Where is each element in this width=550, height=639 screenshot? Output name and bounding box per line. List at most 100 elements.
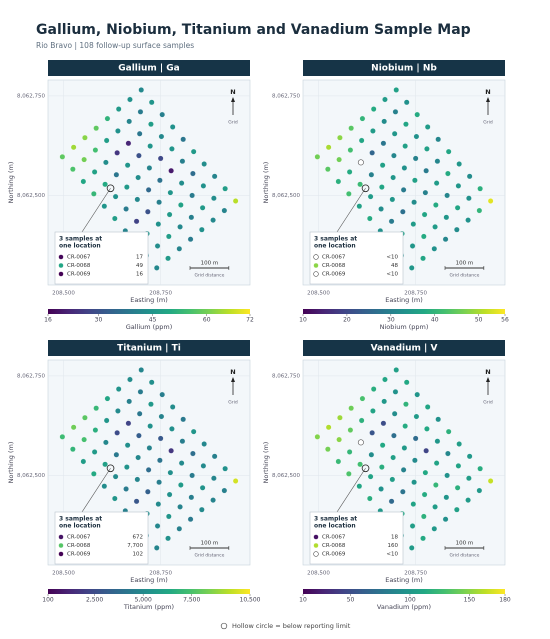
sample-point — [400, 186, 407, 193]
north-sub: Grid — [483, 400, 493, 406]
sample-point — [392, 388, 399, 395]
callout-sample-id: CR-0068 — [67, 263, 91, 269]
sample-point — [411, 479, 417, 486]
sample-point — [347, 147, 354, 153]
callout-leader — [336, 468, 366, 513]
sample-point — [444, 192, 450, 199]
callout-title: 3 samples at — [314, 516, 357, 523]
callout-location — [361, 184, 370, 193]
callout-sample-id: CR-0067 — [322, 535, 346, 541]
sample-point — [90, 470, 97, 477]
sample-point — [103, 137, 110, 144]
x-axis-label: Easting (m) — [385, 296, 423, 304]
sample-point — [148, 121, 154, 128]
sample-point — [179, 438, 186, 445]
sample-point — [391, 432, 397, 439]
north-sub: Grid — [483, 120, 493, 126]
callout-sample-id: CR-0067 — [67, 255, 91, 261]
sample-point — [466, 453, 473, 460]
sample-point — [165, 255, 171, 262]
x-tick-label: 208,750 — [149, 291, 172, 297]
sample-point — [188, 214, 195, 221]
sample-point — [80, 458, 87, 465]
sample-point — [148, 401, 154, 408]
sample-point — [401, 165, 408, 171]
sample-point — [403, 99, 410, 106]
sample-point — [168, 167, 175, 174]
sample-point — [112, 473, 119, 480]
sample-point — [434, 158, 441, 165]
y-tick-label: 8,062,500 — [17, 193, 45, 199]
sample-point — [346, 169, 353, 175]
sample-point — [103, 159, 109, 166]
sample-point — [127, 96, 133, 103]
sample-point — [102, 461, 108, 468]
sample-point — [148, 379, 155, 386]
panel-header — [48, 60, 250, 76]
y-axis-label: Northing (m) — [262, 162, 270, 204]
sample-point — [412, 435, 419, 442]
y-tick-label: 8,062,750 — [17, 373, 45, 379]
colorbar-label: Titanium (ppm) — [123, 603, 174, 611]
callout-title: one location — [59, 523, 101, 530]
sample-point — [82, 414, 88, 421]
sample-point — [411, 199, 417, 206]
sample-point — [123, 486, 129, 492]
sample-point — [115, 408, 121, 414]
sample-point — [476, 207, 483, 214]
sample-point — [82, 134, 88, 141]
sample-point — [101, 203, 108, 210]
north-label: N — [230, 368, 235, 376]
x-tick-label: 208,750 — [404, 571, 427, 577]
sample-point — [442, 236, 449, 243]
sample-point — [445, 450, 451, 457]
sample-point — [487, 198, 494, 204]
sample-point — [178, 180, 185, 186]
sample-point — [169, 145, 175, 152]
sample-point — [176, 525, 183, 532]
sample-point — [136, 432, 142, 439]
sample-point — [101, 483, 108, 490]
sample-point — [421, 211, 428, 218]
sample-point — [189, 192, 195, 199]
sample-point — [357, 461, 363, 468]
colorbar-tick-label: 30 — [387, 317, 395, 324]
sample-point — [420, 233, 427, 240]
sample-point — [403, 379, 410, 386]
sample-point — [390, 174, 396, 181]
sample-point — [414, 111, 421, 118]
sample-point — [114, 149, 121, 156]
sample-point — [431, 245, 438, 252]
sample-point — [389, 476, 396, 483]
sample-point — [379, 442, 386, 449]
sample-point — [158, 413, 165, 420]
sample-point — [210, 475, 217, 482]
sample-point — [211, 173, 218, 180]
y-axis-label: Northing (m) — [7, 162, 15, 204]
sample-point — [103, 417, 110, 424]
sample-point — [388, 218, 395, 225]
x-tick-label: 208,500 — [52, 571, 75, 577]
sample-point — [92, 427, 99, 433]
sample-point — [410, 221, 417, 227]
sample-point — [93, 125, 100, 132]
sample-point — [134, 196, 141, 203]
callout-box — [309, 511, 404, 565]
sample-point — [59, 153, 66, 160]
colorbar-tick-label: 56 — [501, 317, 509, 324]
sample-point — [111, 215, 118, 222]
callout-value: <10 — [386, 272, 398, 278]
sample-point — [453, 226, 460, 233]
callout-leader — [336, 188, 366, 233]
sample-point — [356, 203, 363, 210]
sample-point — [70, 144, 77, 151]
sample-point — [454, 484, 461, 491]
sample-point — [145, 466, 152, 473]
callout-sample-id: CR-0069 — [67, 272, 91, 278]
sample-point — [200, 183, 207, 189]
sample-point — [81, 436, 88, 443]
sample-point — [366, 215, 373, 222]
colorbar-tick-label: 45 — [149, 317, 157, 324]
sample-point — [115, 128, 121, 134]
sample-point — [198, 506, 205, 513]
